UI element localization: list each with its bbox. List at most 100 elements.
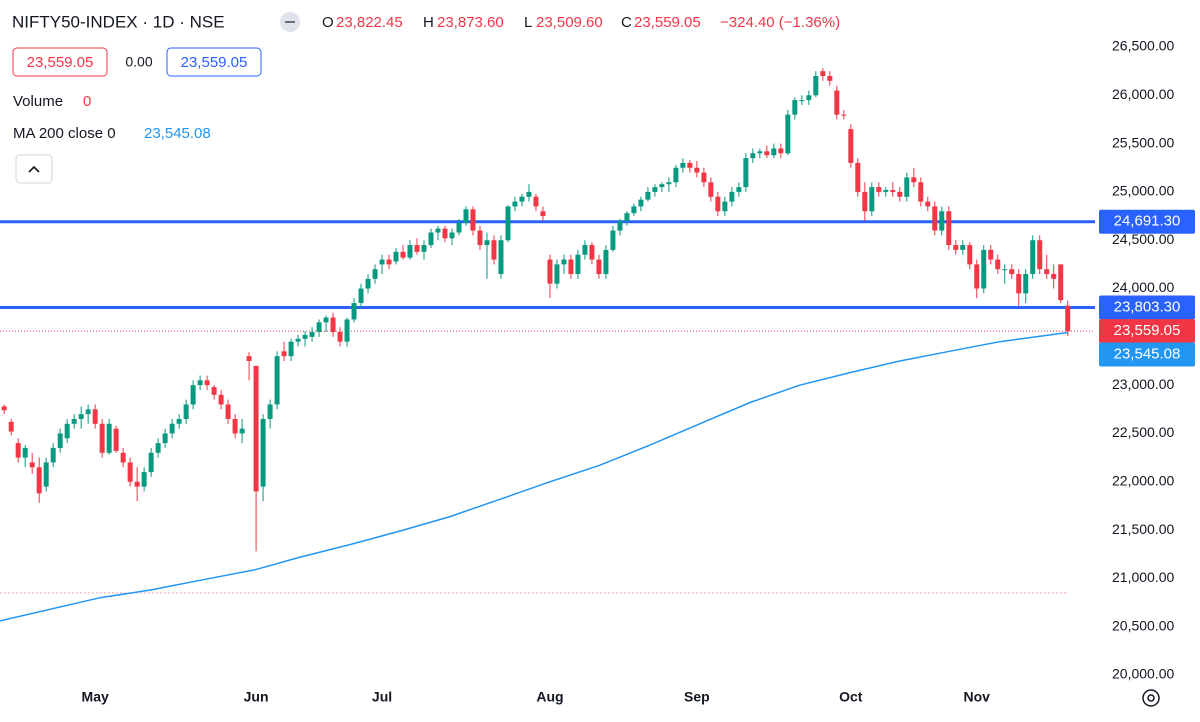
candle-body xyxy=(267,404,273,419)
y-tick-label: 26,000.00 xyxy=(1112,86,1174,102)
candle-body xyxy=(904,177,910,197)
candle-body xyxy=(834,90,840,115)
buy: 23,559.05 xyxy=(181,54,248,71)
collapse-icon xyxy=(28,165,40,173)
candle-body xyxy=(806,95,812,101)
candle-body xyxy=(855,162,861,192)
candle-body xyxy=(603,249,609,275)
candle-body xyxy=(288,341,294,357)
l-label: L xyxy=(524,14,532,31)
candle-body xyxy=(22,447,28,458)
candle-body xyxy=(1009,269,1015,275)
ma-label: MA 200 close 0 xyxy=(13,125,116,142)
close: 23,559.05 xyxy=(634,14,701,31)
candle-body xyxy=(848,129,854,163)
y-tick-label: 22,000.00 xyxy=(1112,472,1174,488)
candle-body xyxy=(876,187,882,192)
candle-body xyxy=(799,100,805,102)
y-tick-label: 26,500.00 xyxy=(1112,38,1174,54)
candle-body xyxy=(169,423,175,434)
candle-body xyxy=(414,245,420,252)
candle-body xyxy=(400,251,406,258)
candle-body xyxy=(365,278,371,289)
candle-body xyxy=(841,114,847,116)
settings-button[interactable] xyxy=(1142,689,1160,707)
y-tick-label: 24,500.00 xyxy=(1112,231,1174,247)
candle-body xyxy=(176,418,182,424)
symbol: NIFTY50-INDEX · 1D · NSE xyxy=(12,12,225,31)
candle-body xyxy=(575,254,581,275)
x-tick-label: Oct xyxy=(839,689,863,705)
candle-body xyxy=(631,206,637,214)
candle-body xyxy=(589,245,595,260)
volume-label: Volume xyxy=(13,93,63,110)
candle-body xyxy=(309,332,315,337)
collapse-button[interactable] xyxy=(15,154,53,184)
candle-body xyxy=(897,191,903,197)
y-tick-label: 22,500.00 xyxy=(1112,424,1174,440)
candle-body xyxy=(386,259,392,265)
ma-tag xyxy=(1099,342,1195,367)
candle-body xyxy=(428,232,434,246)
candle-body xyxy=(687,162,693,168)
candle-body xyxy=(372,269,378,279)
candle-body xyxy=(1016,274,1022,294)
candle-body xyxy=(967,245,973,265)
candle-body xyxy=(36,467,42,494)
candle-body xyxy=(638,199,644,207)
candle-body xyxy=(407,245,413,258)
candle-body xyxy=(71,418,77,424)
y-tick-label: 25,500.00 xyxy=(1112,134,1174,150)
candle-body xyxy=(722,201,728,212)
candle-body xyxy=(239,428,245,434)
candle-body xyxy=(764,151,770,156)
candle-body xyxy=(64,423,70,439)
candle-body xyxy=(708,182,714,197)
change: −324.40 (−1.36%) xyxy=(720,14,840,31)
sell-box[interactable] xyxy=(12,47,108,77)
candle-body xyxy=(673,167,679,183)
candle-body xyxy=(232,418,238,434)
sell: 23,559.05 xyxy=(27,54,94,71)
c-label: C xyxy=(621,14,632,31)
candle-body xyxy=(736,187,742,192)
candle-body xyxy=(120,452,126,463)
candle-body xyxy=(946,211,952,246)
x-tick-label: May xyxy=(82,689,109,705)
candle-body xyxy=(617,220,623,231)
candle-body xyxy=(1023,274,1029,294)
candle-body xyxy=(344,319,350,342)
candle-body xyxy=(1,406,7,411)
candle-body xyxy=(911,177,917,183)
candle-body xyxy=(50,447,56,463)
candle-body xyxy=(932,206,938,231)
level-tag xyxy=(1099,295,1195,320)
candle-body xyxy=(148,452,154,473)
volume-value: 0 xyxy=(83,93,91,110)
candle-body xyxy=(883,189,889,192)
candle-body xyxy=(78,414,84,419)
buy-box[interactable] xyxy=(166,47,262,77)
candle-body xyxy=(1058,264,1064,301)
candle-body xyxy=(701,172,707,183)
candle-body xyxy=(813,75,819,96)
y-tick-label: 25,000.00 xyxy=(1112,183,1174,199)
candle-body xyxy=(281,351,287,357)
x-tick-label: Jun xyxy=(244,689,269,705)
candle-body xyxy=(15,443,21,458)
candle-body xyxy=(729,191,735,202)
candle-body xyxy=(988,249,994,260)
candle-body xyxy=(106,423,112,453)
ma-value: 23,545.08 xyxy=(144,125,211,142)
x-tick-label: Jul xyxy=(372,689,392,705)
candle-body xyxy=(827,75,833,81)
open: 23,822.45 xyxy=(336,14,403,31)
candle-body xyxy=(211,387,217,395)
spread: 0.00 xyxy=(125,54,152,70)
candle-body xyxy=(484,240,490,246)
candle-body xyxy=(323,317,329,323)
candle-body xyxy=(498,240,504,275)
candle-body xyxy=(477,230,483,246)
candle-body xyxy=(162,433,168,444)
